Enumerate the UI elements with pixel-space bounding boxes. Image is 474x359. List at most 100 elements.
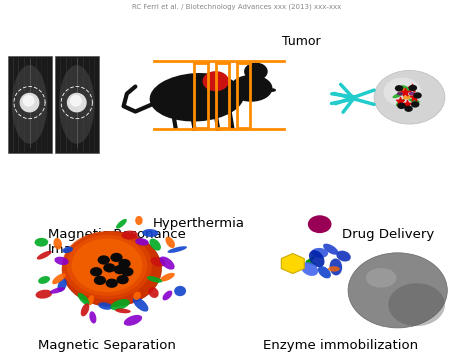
Ellipse shape (329, 258, 342, 275)
Ellipse shape (115, 308, 131, 313)
Ellipse shape (309, 250, 325, 267)
Ellipse shape (337, 251, 351, 262)
Ellipse shape (110, 299, 130, 310)
Circle shape (103, 263, 116, 272)
Circle shape (94, 276, 106, 285)
Text: RC Ferri et al. / Biotechnology Advances xxx (2013) xxx-xxx: RC Ferri et al. / Biotechnology Advances… (132, 4, 342, 10)
Point (396, 98, 404, 104)
Ellipse shape (89, 311, 96, 323)
Circle shape (90, 267, 102, 276)
Point (401, 89, 409, 95)
Ellipse shape (150, 73, 244, 121)
Ellipse shape (121, 230, 138, 240)
Text: Hyperthermia: Hyperthermia (153, 217, 245, 230)
Ellipse shape (37, 251, 52, 260)
Ellipse shape (142, 229, 158, 237)
Ellipse shape (133, 297, 148, 312)
Circle shape (72, 238, 143, 292)
Circle shape (374, 70, 445, 124)
Ellipse shape (323, 244, 338, 255)
Circle shape (348, 253, 447, 328)
Circle shape (98, 255, 110, 265)
Point (403, 102, 411, 107)
Ellipse shape (401, 85, 411, 92)
Ellipse shape (38, 276, 50, 284)
Ellipse shape (19, 93, 39, 112)
Ellipse shape (150, 257, 165, 267)
Ellipse shape (269, 88, 276, 92)
Circle shape (110, 253, 123, 262)
Ellipse shape (35, 238, 48, 247)
Ellipse shape (409, 92, 415, 95)
Ellipse shape (403, 95, 411, 99)
Ellipse shape (12, 65, 47, 144)
Circle shape (244, 62, 268, 80)
Circle shape (383, 78, 421, 106)
Circle shape (106, 279, 118, 288)
Ellipse shape (23, 95, 35, 107)
Text: Magnetic Resonance
Imaging: Magnetic Resonance Imaging (48, 228, 186, 256)
Text: Tumor: Tumor (282, 35, 320, 48)
Ellipse shape (59, 65, 94, 144)
Circle shape (397, 103, 406, 109)
Ellipse shape (311, 248, 328, 258)
Ellipse shape (174, 286, 186, 296)
Ellipse shape (392, 93, 403, 98)
Point (408, 85, 416, 91)
Ellipse shape (67, 93, 87, 112)
Ellipse shape (398, 88, 407, 92)
Circle shape (404, 106, 413, 112)
Ellipse shape (396, 99, 404, 106)
Circle shape (62, 231, 161, 307)
Ellipse shape (147, 276, 162, 283)
Ellipse shape (135, 216, 143, 225)
Ellipse shape (301, 262, 318, 276)
Circle shape (308, 215, 331, 233)
Ellipse shape (50, 287, 65, 294)
Ellipse shape (88, 295, 94, 306)
Polygon shape (281, 253, 304, 274)
Circle shape (395, 85, 403, 92)
Ellipse shape (36, 290, 52, 299)
Ellipse shape (318, 266, 331, 278)
Text: Magnetic Separation: Magnetic Separation (38, 339, 176, 351)
Ellipse shape (78, 293, 90, 305)
FancyBboxPatch shape (55, 56, 99, 153)
Ellipse shape (81, 303, 89, 316)
Point (410, 94, 418, 100)
Ellipse shape (52, 273, 65, 284)
Circle shape (409, 85, 417, 91)
Circle shape (117, 275, 129, 284)
Circle shape (411, 101, 419, 108)
Circle shape (67, 235, 147, 296)
Circle shape (121, 267, 134, 276)
Ellipse shape (230, 75, 273, 102)
Ellipse shape (167, 246, 187, 253)
Ellipse shape (148, 287, 159, 298)
Circle shape (118, 259, 131, 268)
Ellipse shape (124, 315, 142, 326)
Ellipse shape (149, 238, 161, 251)
Ellipse shape (116, 219, 127, 229)
FancyBboxPatch shape (8, 56, 52, 153)
Ellipse shape (135, 238, 149, 246)
Ellipse shape (133, 292, 141, 300)
Ellipse shape (204, 74, 223, 85)
Circle shape (62, 231, 152, 299)
Ellipse shape (163, 290, 173, 300)
Ellipse shape (57, 279, 67, 292)
Ellipse shape (165, 237, 175, 248)
Circle shape (202, 71, 229, 91)
Ellipse shape (397, 92, 403, 95)
Ellipse shape (160, 273, 175, 281)
Ellipse shape (62, 247, 73, 253)
Ellipse shape (160, 256, 174, 270)
Circle shape (413, 92, 422, 99)
Ellipse shape (70, 95, 82, 107)
Text: Drug Delivery: Drug Delivery (342, 228, 434, 241)
Circle shape (388, 283, 445, 326)
Ellipse shape (328, 266, 340, 272)
Ellipse shape (366, 268, 397, 288)
Ellipse shape (409, 99, 420, 103)
Ellipse shape (55, 257, 69, 265)
